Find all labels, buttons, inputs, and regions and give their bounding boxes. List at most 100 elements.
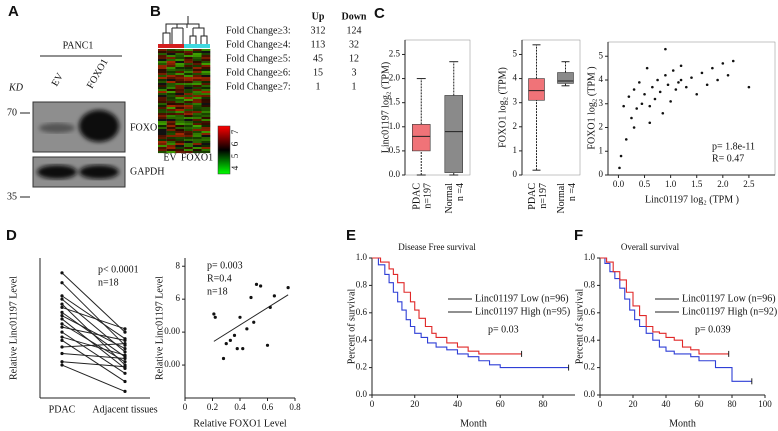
heatmap-cell <box>184 135 193 138</box>
x-tick-label: 80 <box>728 399 738 409</box>
category-label: Adjacent tissues <box>92 404 157 415</box>
y-tick-label: 2.5 <box>389 49 401 59</box>
x-tick-label: 2.0 <box>717 179 729 189</box>
heatmap-cell <box>192 119 202 122</box>
panel-label: F <box>574 227 583 244</box>
heatmap-cell <box>166 59 176 62</box>
y-axis-label: Relative Linc01197 Level <box>154 276 165 380</box>
heatmap-cell <box>201 59 211 62</box>
x-tick-label: 0 <box>183 402 188 412</box>
heatmap-cell <box>175 83 185 86</box>
point <box>252 320 256 324</box>
box <box>412 124 431 152</box>
heatmap-cell <box>184 137 193 140</box>
heatmap-cell <box>192 109 202 112</box>
heatmap-cell <box>192 103 202 106</box>
pair-line <box>61 295 126 340</box>
band <box>37 165 77 179</box>
pair-line <box>61 343 126 348</box>
heatmap-cell <box>166 71 176 74</box>
heatmap-cell <box>184 51 193 54</box>
heatmap-cell <box>158 61 167 64</box>
heatmap-cell <box>166 87 176 90</box>
heatmap-cell <box>184 67 193 70</box>
pair-line <box>61 272 126 333</box>
heatmap-cell <box>166 137 176 140</box>
down-count: 12 <box>349 53 359 64</box>
category-label: n =4 <box>567 183 578 201</box>
heatmap-cell <box>192 133 202 136</box>
heatmap-cell <box>192 127 202 130</box>
x-tick-label: 0.6 <box>262 402 274 412</box>
heatmap-cell <box>158 133 167 136</box>
heatmap-cell <box>158 123 167 126</box>
heatmap-cell <box>184 61 193 64</box>
heatmap-cell <box>158 97 167 100</box>
point <box>700 71 704 75</box>
heatmap-cell <box>175 49 185 52</box>
heatmap-cell <box>175 75 185 78</box>
x-axis-label: Relative FOXO1 Level <box>193 418 287 429</box>
point <box>666 83 670 87</box>
heatmap-cell <box>175 149 185 152</box>
heatmap-cell <box>175 115 185 118</box>
heatmap-cell <box>158 149 167 152</box>
heatmap-cell <box>201 83 211 86</box>
y-tick-label: 2.0 <box>389 73 401 83</box>
row-label: Fold Change≥5: <box>226 53 291 64</box>
heatmap-cell <box>184 79 193 82</box>
heatmap-cell <box>184 65 193 68</box>
heatmap-cell <box>201 71 211 74</box>
x-tick-label: 60 <box>695 399 705 409</box>
heatmap-cell <box>192 105 202 108</box>
heatmap-cell <box>201 67 211 70</box>
pair-line <box>61 315 126 350</box>
y-tick-label: 1.0 <box>389 121 401 131</box>
point <box>60 330 64 334</box>
y-tick-label: 0.5 <box>389 145 401 155</box>
point <box>669 100 672 103</box>
heatmap-cell <box>201 139 211 142</box>
annotation: p= 0.039 <box>695 324 731 335</box>
heatmap-cell <box>166 113 176 116</box>
point <box>684 85 688 89</box>
heatmap-cell <box>158 79 167 82</box>
heatmap-cell <box>201 65 211 68</box>
heatmap-cell <box>175 87 185 90</box>
point <box>60 294 64 298</box>
point <box>630 116 633 120</box>
heatmap-cell <box>166 127 176 130</box>
x-axis-label: Linc01197 log₂ (TPM ) <box>645 194 739 205</box>
point <box>648 121 652 125</box>
heatmap-cell <box>175 57 185 60</box>
heatmap-cell <box>166 51 176 54</box>
x-tick-label: 100 <box>758 399 772 409</box>
heatmap-cell <box>175 59 185 62</box>
heatmap-cell <box>158 69 167 72</box>
heatmap-cell <box>175 125 185 128</box>
heatmap-cell <box>175 85 185 88</box>
heatmap-cell <box>201 149 211 152</box>
heatmap-cell <box>166 83 176 86</box>
heatmap-cell <box>201 73 211 76</box>
y-tick-label: 0.2 <box>584 362 595 372</box>
heatmap-cell <box>175 99 185 102</box>
heatmap-cell <box>175 53 185 56</box>
heatmap-cell <box>175 117 185 120</box>
y-tick-label: 0.6 <box>584 307 596 317</box>
heatmap-cell <box>192 143 202 146</box>
point <box>627 95 631 98</box>
point <box>695 92 699 96</box>
x-tick-label: 80 <box>538 399 548 409</box>
heatmap-cell <box>158 119 167 122</box>
heatmap-cell <box>201 137 211 140</box>
heatmap-cell <box>192 61 202 64</box>
heatmap-cell <box>166 91 176 94</box>
heatmap-cell <box>192 107 202 110</box>
sample-label: FOXO1 <box>181 152 213 163</box>
x-tick-label: 0.4 <box>234 402 246 412</box>
point <box>235 346 239 351</box>
up-count: 15 <box>313 67 323 78</box>
